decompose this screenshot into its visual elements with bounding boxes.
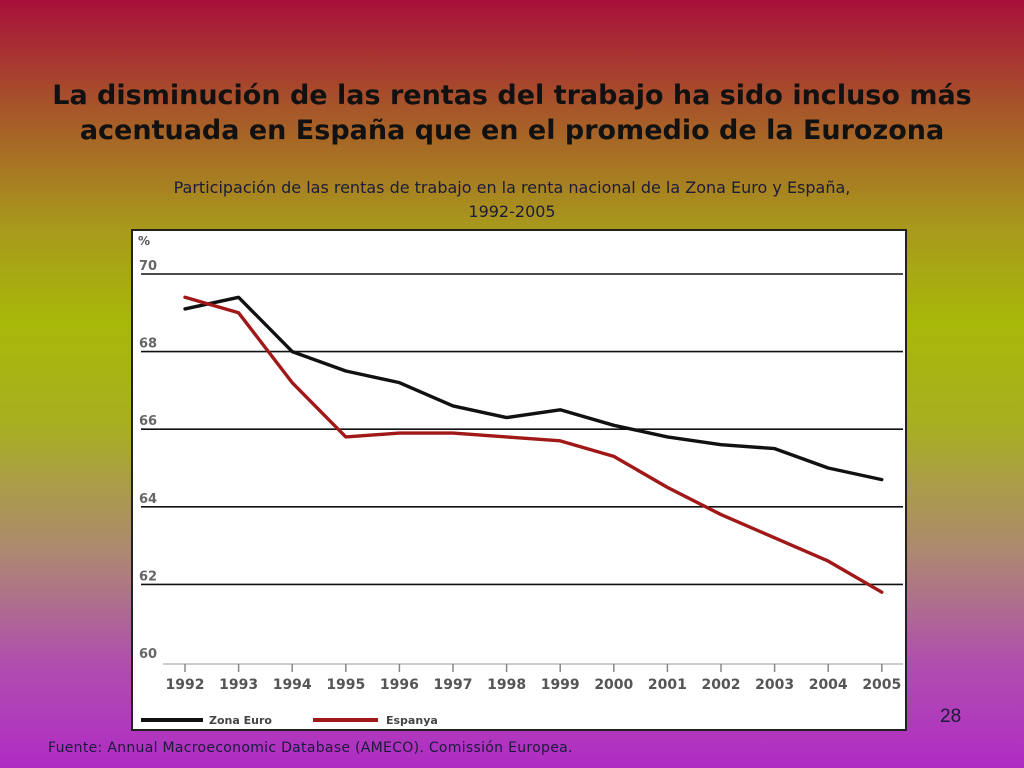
x-tick-label-1998: 1998 bbox=[487, 677, 526, 693]
y-tick-label-66: 66 bbox=[139, 414, 157, 429]
x-tick-label-1999: 1999 bbox=[541, 677, 580, 693]
series-line-zona-euro bbox=[183, 295, 884, 482]
chart-canvas: % 70 68 66 64 62 60 1992 1993 1994 1995 1996 1997 199… bbox=[138, 234, 903, 727]
x-tick-label-2000: 2000 bbox=[594, 677, 633, 693]
legend-label-espanya: Espanya bbox=[386, 714, 438, 727]
x-tick-label-1994: 1994 bbox=[273, 677, 312, 693]
slide-title: La disminución de las rentas del trabajo… bbox=[0, 78, 1024, 148]
chart-caption: Participación de las rentas de trabajo e… bbox=[0, 176, 1024, 224]
slide-number: 28 bbox=[940, 706, 962, 727]
source-note: Fuente: Annual Macroeconomic Database (A… bbox=[48, 740, 573, 756]
chart-caption-line-2: 1992-2005 bbox=[468, 202, 556, 221]
series-line-espanya bbox=[183, 295, 884, 594]
x-tick-label-1992: 1992 bbox=[166, 677, 205, 693]
chart-caption-line-1: Participación de las rentas de trabajo e… bbox=[173, 178, 851, 197]
slide-title-line-2: acentuada en España que en el promedio d… bbox=[79, 115, 945, 146]
x-tick-label-2004: 2004 bbox=[809, 677, 848, 693]
legend-label-zona-euro: Zona Euro bbox=[209, 714, 272, 727]
slide-title-line-1: La disminución de las rentas del trabajo… bbox=[52, 80, 972, 111]
x-tick-label-1993: 1993 bbox=[219, 677, 258, 693]
x-tick-label-2001: 2001 bbox=[648, 677, 687, 693]
y-tick-label-60: 60 bbox=[139, 647, 157, 662]
y-tick-label-64: 64 bbox=[139, 492, 157, 507]
line-chart: % 70 68 66 64 62 60 1992 1993 1994 1995 1996 1997 199… bbox=[131, 229, 907, 731]
x-tick-label-1997: 1997 bbox=[434, 677, 473, 693]
x-tick-label-1996: 1996 bbox=[380, 677, 419, 693]
y-axis-unit-label: % bbox=[138, 234, 150, 248]
y-tick-label-68: 68 bbox=[139, 337, 157, 352]
y-tick-label-70: 70 bbox=[139, 259, 157, 274]
x-tick-label-1995: 1995 bbox=[326, 677, 365, 693]
x-tick-label-2003: 2003 bbox=[755, 677, 794, 693]
x-tick-label-2002: 2002 bbox=[702, 677, 741, 693]
y-tick-label-62: 62 bbox=[139, 569, 157, 584]
x-tick-label-2005: 2005 bbox=[862, 677, 901, 693]
